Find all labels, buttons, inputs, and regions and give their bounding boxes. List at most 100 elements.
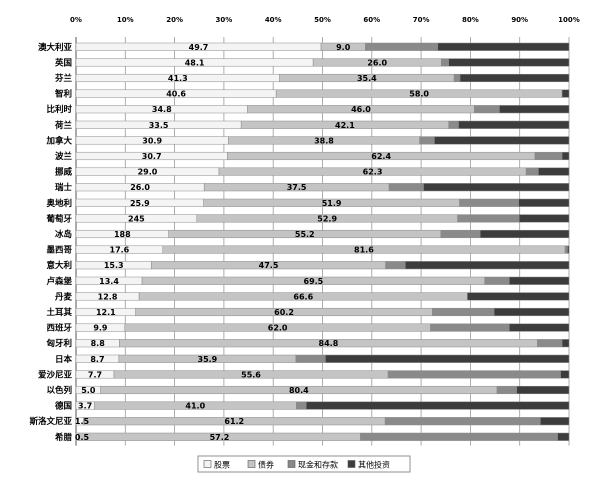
x-tick-label: 60% xyxy=(363,16,380,24)
category-label: 智利 xyxy=(54,89,72,100)
legend-swatch xyxy=(203,460,212,468)
value-label: 12.8 xyxy=(98,292,118,301)
bar-segment xyxy=(385,261,406,270)
category-label: 爱沙尼亚 xyxy=(38,369,73,380)
bar-segment xyxy=(458,120,570,129)
category-label: 奥地利 xyxy=(45,198,72,209)
value-label: 61.2 xyxy=(224,417,244,426)
category-label: 澳大利亚 xyxy=(38,42,73,53)
value-label: 60.2 xyxy=(274,308,294,317)
legend: 股票 债券 现金和存款 其他投资 xyxy=(197,455,411,473)
bar-segment xyxy=(430,323,510,332)
bar-segment xyxy=(448,58,570,67)
value-label: 5.0 xyxy=(81,386,96,395)
bar-segment xyxy=(365,42,439,51)
bar-segment xyxy=(564,245,568,254)
x-tick-label: 30% xyxy=(216,16,233,24)
bar-segment xyxy=(538,167,570,176)
bar-segment xyxy=(561,89,570,98)
legend-swatch xyxy=(247,460,256,468)
value-label: 35.4 xyxy=(357,74,377,83)
bar-segment xyxy=(459,73,570,83)
x-tick-label: 40% xyxy=(265,16,282,24)
value-label: 69.5 xyxy=(304,277,324,286)
value-label: 26.0 xyxy=(130,183,150,192)
bar-segment xyxy=(305,401,570,410)
value-label: 33.5 xyxy=(149,121,169,130)
bar-segment xyxy=(537,339,563,348)
bar-segment xyxy=(567,245,570,254)
category-label: 日本 xyxy=(55,354,73,365)
category-label: 斯洛文尼亚 xyxy=(29,416,72,427)
bar-segment xyxy=(457,214,520,223)
value-label: 188 xyxy=(114,230,131,239)
value-label: 26.0 xyxy=(367,58,387,67)
value-label: 42.1 xyxy=(335,121,355,130)
value-label: 37.5 xyxy=(287,183,307,192)
bar-segment xyxy=(499,105,570,114)
x-axis-ticks: 0% 10% 20% 30% 40% 50% 60% 70% 80% 90% 100% xyxy=(70,16,580,24)
category-labels: 澳大利亚英国芬兰智利比利时荷兰加拿大波兰挪威瑞士奥地利葡萄牙冰岛墨西哥意大利卢森… xyxy=(29,42,72,443)
value-label: 245 xyxy=(128,214,145,223)
value-label: 51.9 xyxy=(322,199,342,208)
value-label: 17.6 xyxy=(110,246,130,255)
bars xyxy=(75,42,570,441)
value-label: 62.0 xyxy=(268,324,288,333)
value-label: 0.5 xyxy=(75,433,90,442)
bar-segment xyxy=(480,229,570,239)
bar-segment xyxy=(509,276,570,285)
bar-segment xyxy=(387,370,561,379)
category-label: 墨西哥 xyxy=(46,245,72,256)
value-label: 62.3 xyxy=(363,168,383,177)
bar-segment xyxy=(561,339,570,348)
x-tick-label: 0% xyxy=(70,16,82,24)
category-label: 德国 xyxy=(55,401,72,412)
value-labels: 49.7 9.0 48.1 26.0 41.3 35.4 40.6 58.0 34.8 46.0 3… xyxy=(75,43,430,442)
category-label: 以色列 xyxy=(46,385,72,396)
bar-segment xyxy=(534,151,563,161)
value-label: 55.6 xyxy=(241,370,261,379)
legend-swatch xyxy=(287,460,296,468)
value-label: 13.4 xyxy=(99,277,119,286)
bar-segment xyxy=(423,183,570,192)
value-label: 55.2 xyxy=(295,230,315,239)
bar-segment xyxy=(325,354,570,363)
bar-segment xyxy=(419,136,435,145)
bar-segment xyxy=(405,261,570,270)
bar-segment xyxy=(525,167,539,176)
bar-segment xyxy=(448,120,459,129)
x-tick-label: 10% xyxy=(117,16,134,24)
bar-segment xyxy=(459,198,519,207)
legend-box xyxy=(197,455,411,473)
value-label: 29.0 xyxy=(138,168,158,177)
value-label: 46.0 xyxy=(351,105,371,114)
value-label: 38.8 xyxy=(314,136,334,145)
value-label: 41.3 xyxy=(168,74,188,83)
legend-label: 现金和存款 xyxy=(298,460,338,470)
bar-segment xyxy=(557,432,570,441)
bar-segment xyxy=(296,401,307,410)
bar-segment xyxy=(384,417,541,426)
bar-segment xyxy=(561,151,570,161)
category-label: 土耳其 xyxy=(46,307,72,318)
category-label: 荷兰 xyxy=(54,120,73,131)
category-label: 芬兰 xyxy=(54,73,73,84)
x-tick-label: 70% xyxy=(413,16,430,24)
value-label: 62.4 xyxy=(371,152,391,161)
bar-segment xyxy=(516,385,570,395)
value-label: 8.7 xyxy=(90,355,104,364)
bar-segment xyxy=(360,432,558,441)
value-label: 49.7 xyxy=(189,43,209,52)
value-label: 80.4 xyxy=(289,386,309,395)
category-label: 意大利 xyxy=(46,260,72,271)
x-tick-label: 80% xyxy=(462,16,479,24)
category-label: 英国 xyxy=(54,57,72,68)
category-label: 波兰 xyxy=(55,151,73,162)
bar-segment xyxy=(474,105,500,114)
bar-segment xyxy=(295,354,326,363)
gridlines xyxy=(75,37,570,446)
bar-segment xyxy=(434,136,570,145)
x-tick-label: 100% xyxy=(558,16,580,24)
value-label: 8.8 xyxy=(91,339,106,348)
value-label: 30.9 xyxy=(142,136,162,145)
